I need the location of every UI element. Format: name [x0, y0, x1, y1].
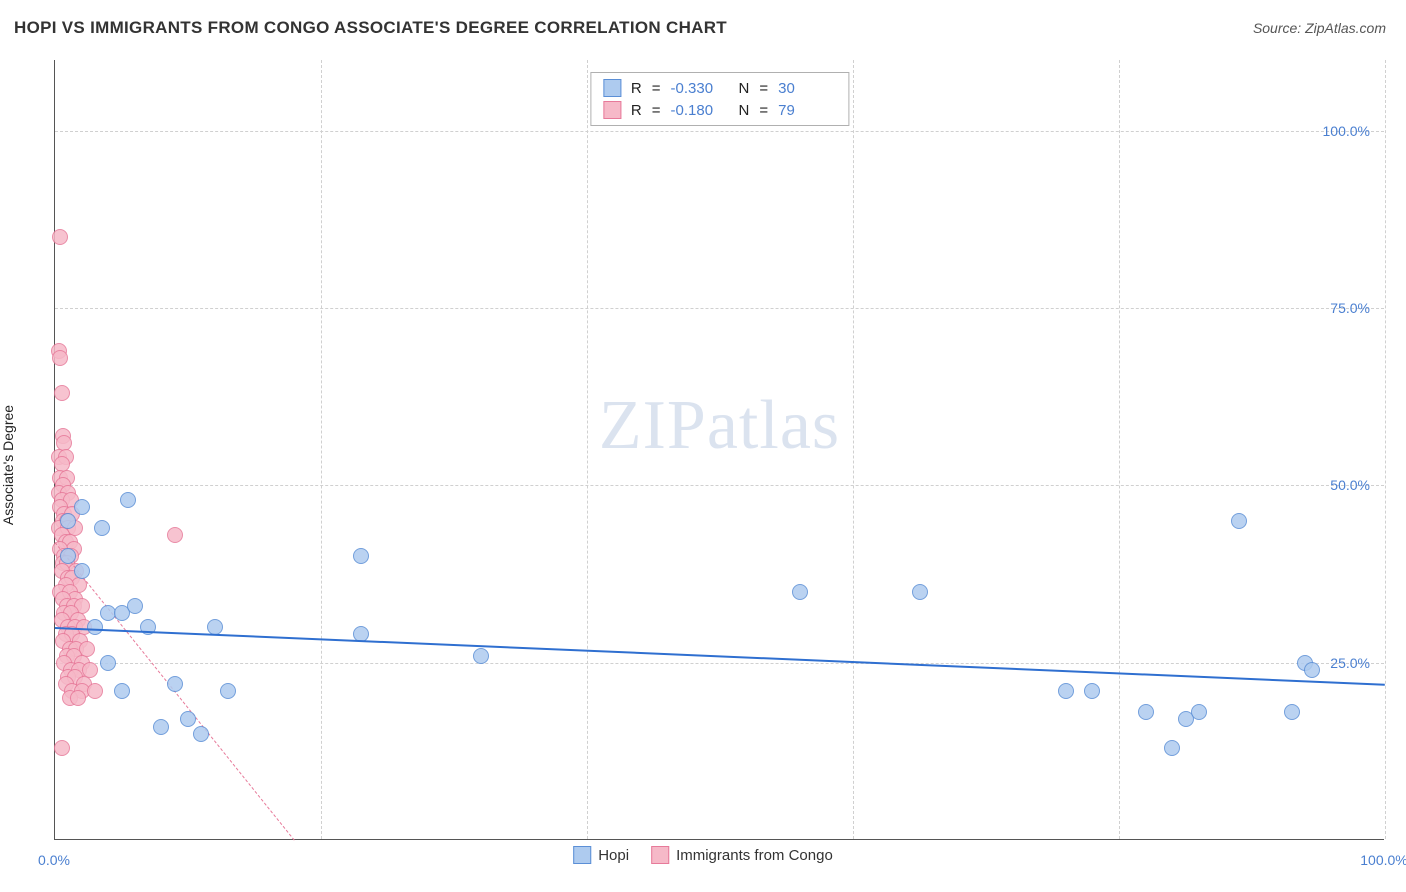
data-point — [912, 584, 928, 600]
x-tick-label: 100.0% — [1360, 852, 1406, 868]
gridline-vertical — [1385, 60, 1386, 839]
legend-item: Hopi — [573, 846, 629, 864]
data-point — [1058, 683, 1074, 699]
legend-swatch — [603, 79, 621, 97]
data-point — [1191, 704, 1207, 720]
data-point — [54, 740, 70, 756]
data-point — [167, 527, 183, 543]
data-point — [792, 584, 808, 600]
y-tick-label: 50.0% — [1330, 477, 1370, 493]
gridline-horizontal — [55, 663, 1384, 664]
y-axis-title: Associate's Degree — [0, 405, 16, 525]
data-point — [70, 690, 86, 706]
gridline-horizontal — [55, 308, 1384, 309]
y-tick-label: 100.0% — [1323, 123, 1370, 139]
data-point — [1138, 704, 1154, 720]
r-value: -0.180 — [671, 102, 729, 119]
data-point — [60, 513, 76, 529]
data-point — [473, 648, 489, 664]
r-value: -0.330 — [671, 80, 729, 97]
stats-legend: R = -0.330 N = 30 R = -0.180 N = 79 — [590, 72, 849, 126]
r-label: R — [631, 80, 642, 97]
data-point — [1284, 704, 1300, 720]
n-label: N — [739, 80, 750, 97]
series-legend: Hopi Immigrants from Congo — [573, 846, 833, 864]
data-point — [87, 619, 103, 635]
equals-sign: = — [759, 80, 768, 97]
x-tick-label: 0.0% — [38, 852, 70, 868]
data-point — [52, 229, 68, 245]
equals-sign: = — [759, 102, 768, 119]
data-point — [94, 520, 110, 536]
data-point — [120, 492, 136, 508]
data-point — [54, 385, 70, 401]
y-tick-label: 25.0% — [1330, 655, 1370, 671]
data-point — [1164, 740, 1180, 756]
source-link[interactable]: ZipAtlas.com — [1305, 20, 1386, 36]
correlation-scatter-chart: Associate's Degree ZIPatlas R=-0.330N=30… — [14, 50, 1392, 880]
stats-legend-row: R = -0.180 N = 79 — [603, 99, 836, 121]
gridline-horizontal — [55, 131, 1384, 132]
data-point — [1304, 662, 1320, 678]
gridline-vertical — [321, 60, 322, 839]
trendline — [55, 627, 1385, 686]
data-point — [180, 711, 196, 727]
legend-swatch — [651, 846, 669, 864]
gridline-vertical — [853, 60, 854, 839]
data-point — [74, 563, 90, 579]
data-point — [100, 655, 116, 671]
data-point — [167, 676, 183, 692]
data-point — [1084, 683, 1100, 699]
data-point — [52, 350, 68, 366]
data-point — [74, 499, 90, 515]
source-attribution: Source: ZipAtlas.com — [1253, 20, 1386, 36]
equals-sign: = — [652, 80, 661, 97]
data-point — [220, 683, 236, 699]
legend-label: Hopi — [598, 847, 629, 864]
data-point — [114, 683, 130, 699]
plot-area: ZIPatlas R = -0.330 N = 30 R = -0.180 N = 79 25.0% 5… — [54, 60, 1384, 840]
data-point — [87, 683, 103, 699]
legend-swatch — [603, 101, 621, 119]
legend-label: Immigrants from Congo — [676, 847, 833, 864]
data-point — [153, 719, 169, 735]
n-value: 30 — [778, 80, 836, 97]
watermark: ZIPatlas — [599, 386, 840, 466]
data-point — [1231, 513, 1247, 529]
r-label: R — [631, 102, 642, 119]
n-label: N — [739, 102, 750, 119]
y-tick-label: 75.0% — [1330, 300, 1370, 316]
source-prefix: Source: — [1253, 20, 1305, 36]
gridline-vertical — [1119, 60, 1120, 839]
gridline-horizontal — [55, 485, 1384, 486]
data-point — [193, 726, 209, 742]
gridline-vertical — [587, 60, 588, 839]
data-point — [127, 598, 143, 614]
chart-title: HOPI VS IMMIGRANTS FROM CONGO ASSOCIATE'… — [14, 18, 727, 38]
data-point — [353, 548, 369, 564]
n-value: 79 — [778, 102, 836, 119]
data-point — [60, 548, 76, 564]
legend-item: Immigrants from Congo — [651, 846, 833, 864]
legend-swatch — [573, 846, 591, 864]
stats-legend-row: R = -0.330 N = 30 — [603, 77, 836, 99]
equals-sign: = — [652, 102, 661, 119]
